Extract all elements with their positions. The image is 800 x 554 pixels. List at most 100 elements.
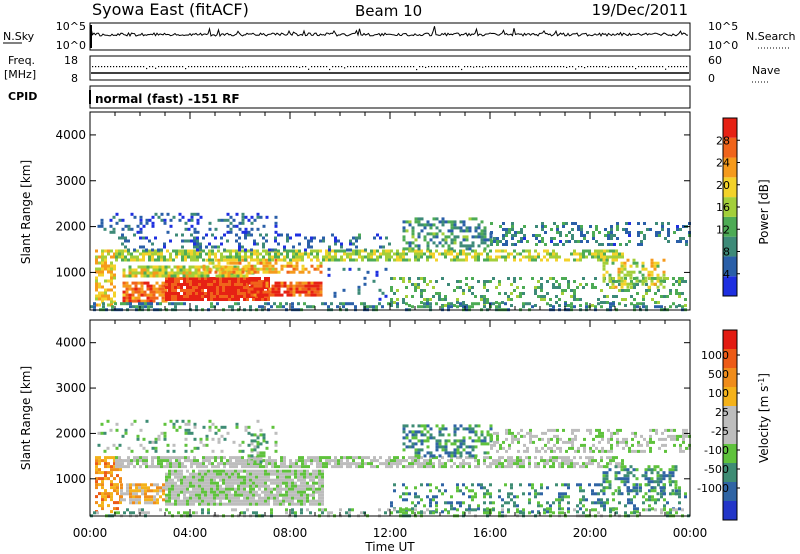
power-cell [598,231,601,234]
power-cell [158,268,162,272]
nave-dot [92,66,94,68]
power-cell [624,289,627,292]
power-cell [597,255,600,259]
power-cell [429,255,432,259]
nave-dot [584,67,586,69]
velocity-cell [618,489,621,493]
velocity-cell [297,475,300,479]
nave-dot [560,66,562,68]
velocity-cell [393,462,396,466]
power-cell [316,252,319,256]
velocity-cell [600,489,603,493]
power-cell [216,295,219,298]
power-cell [197,268,201,272]
velocity-cell [175,456,178,460]
velocity-cell [627,501,630,505]
power-cell [577,228,580,231]
power-cell [520,231,523,234]
power-cell [402,280,405,283]
velocity-cell [390,459,393,463]
power-cell [230,265,234,269]
velocity-cell [662,492,666,496]
velocity-cell [231,487,234,491]
power-cell [620,270,624,274]
velocity-cell [429,498,432,502]
velocity-cell [240,484,243,488]
power-cell [261,298,264,301]
power-cell [188,268,192,272]
velocity-cell [651,498,654,502]
power-cell [133,248,136,252]
power-cell [210,283,213,286]
power-cell [313,236,316,240]
power-cell [594,277,597,280]
velocity-cell [579,489,582,493]
power-cell [623,282,627,286]
velocity-cell [558,465,561,469]
velocity-cell [656,492,660,496]
power-cell [639,302,642,306]
velocity-cell [361,465,364,469]
velocity-cell [321,469,324,473]
velocity-cell [228,490,231,494]
power-cell [148,218,152,222]
velocity-cell [633,495,636,499]
power-cell [564,304,567,307]
power-cell [163,245,166,249]
power-cell [543,249,546,253]
velocity-cell [468,427,472,431]
velocity-cell [483,439,487,443]
power-cell [531,255,534,259]
power-cell [152,296,156,300]
power-cell [217,258,221,262]
power-cell [408,304,411,307]
velocity-cell [490,443,493,447]
power-cell [241,218,245,222]
velocity-cell [101,477,104,481]
power-cell [384,294,388,298]
power-cell [98,297,101,301]
power-cell [225,277,228,280]
nave-dot [200,66,202,68]
power-cell [210,286,213,289]
velocity-cell [225,493,228,497]
power-cell [573,295,576,298]
power-cell [110,267,113,271]
velocity-cell [110,498,113,502]
power-cell [435,302,438,306]
nave-dot [290,66,292,68]
velocity-cell [441,424,445,428]
velocity-cell [219,502,222,506]
velocity-cell [444,448,448,452]
power-cell [155,281,159,285]
power-cell [189,295,192,298]
power-cell [237,302,240,306]
power-cell [228,277,231,280]
power-cell [426,220,430,224]
velocity-cell [630,498,633,502]
power-cell [146,271,150,275]
velocity-cell [109,428,113,432]
power-cell [393,258,396,262]
nave-dot [146,67,148,70]
velocity-cell [246,484,249,488]
velocity-cell [219,493,222,497]
power-cell [146,265,150,269]
velocity-cell [550,428,553,432]
power-cell [352,249,355,253]
power-cell [250,264,254,268]
power-colorbar-tick-label: 28 [716,134,730,147]
velocity-cell [411,462,414,466]
velocity-cell [306,499,309,503]
velocity-cell [219,487,222,491]
power-cell [504,249,507,253]
velocity-cell [639,486,642,490]
power-cell [237,286,240,289]
power-cell [259,287,263,291]
power-cell [134,287,138,291]
power-cell [180,289,183,292]
power-cell [243,295,246,298]
power-cell [659,282,663,286]
power-cell [508,231,511,234]
velocity-cell [104,471,107,475]
